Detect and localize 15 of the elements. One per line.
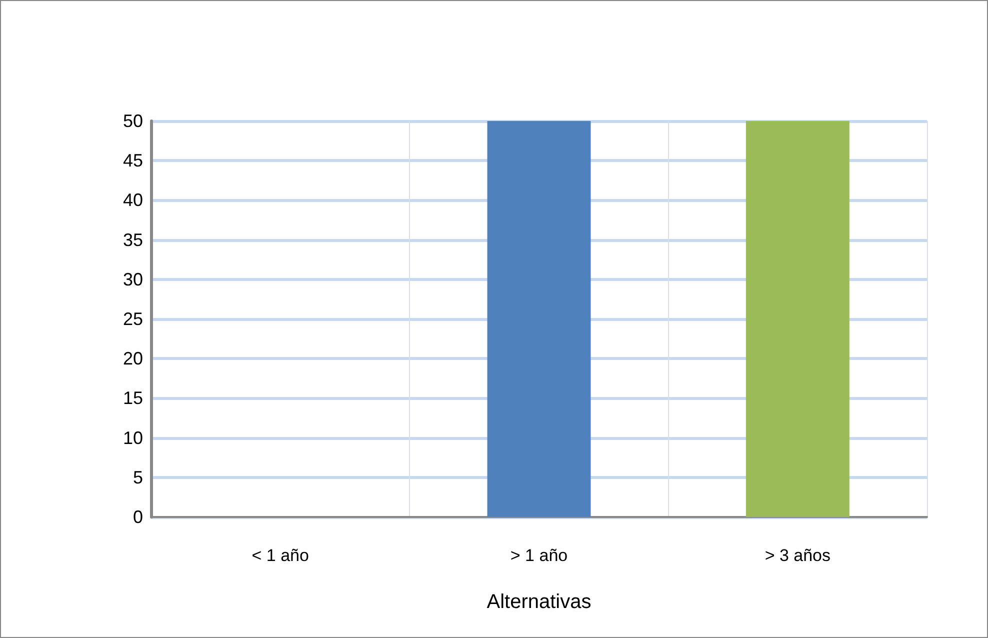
y-tick-label: 10 — [122, 428, 143, 448]
x-axis-title: Alternativas — [486, 591, 592, 613]
y-tick-label: 35 — [122, 230, 143, 250]
y-tick-label: 20 — [122, 348, 143, 369]
x-tick-label: < 1 año — [252, 546, 309, 565]
y-tick-label: 50 — [122, 111, 143, 131]
y-tick-label: 15 — [122, 388, 143, 408]
x-tick-label: > 1 año — [510, 546, 568, 565]
y-tick-label: 5 — [132, 467, 143, 488]
y-tick-label: 40 — [122, 190, 143, 210]
y-tick-label: 25 — [122, 309, 143, 329]
y-tick-label: 45 — [122, 150, 143, 171]
y-tick-label: 30 — [122, 269, 143, 290]
y-tick-label: 0 — [132, 507, 143, 527]
x-tick-label: > 3 años — [764, 546, 831, 565]
